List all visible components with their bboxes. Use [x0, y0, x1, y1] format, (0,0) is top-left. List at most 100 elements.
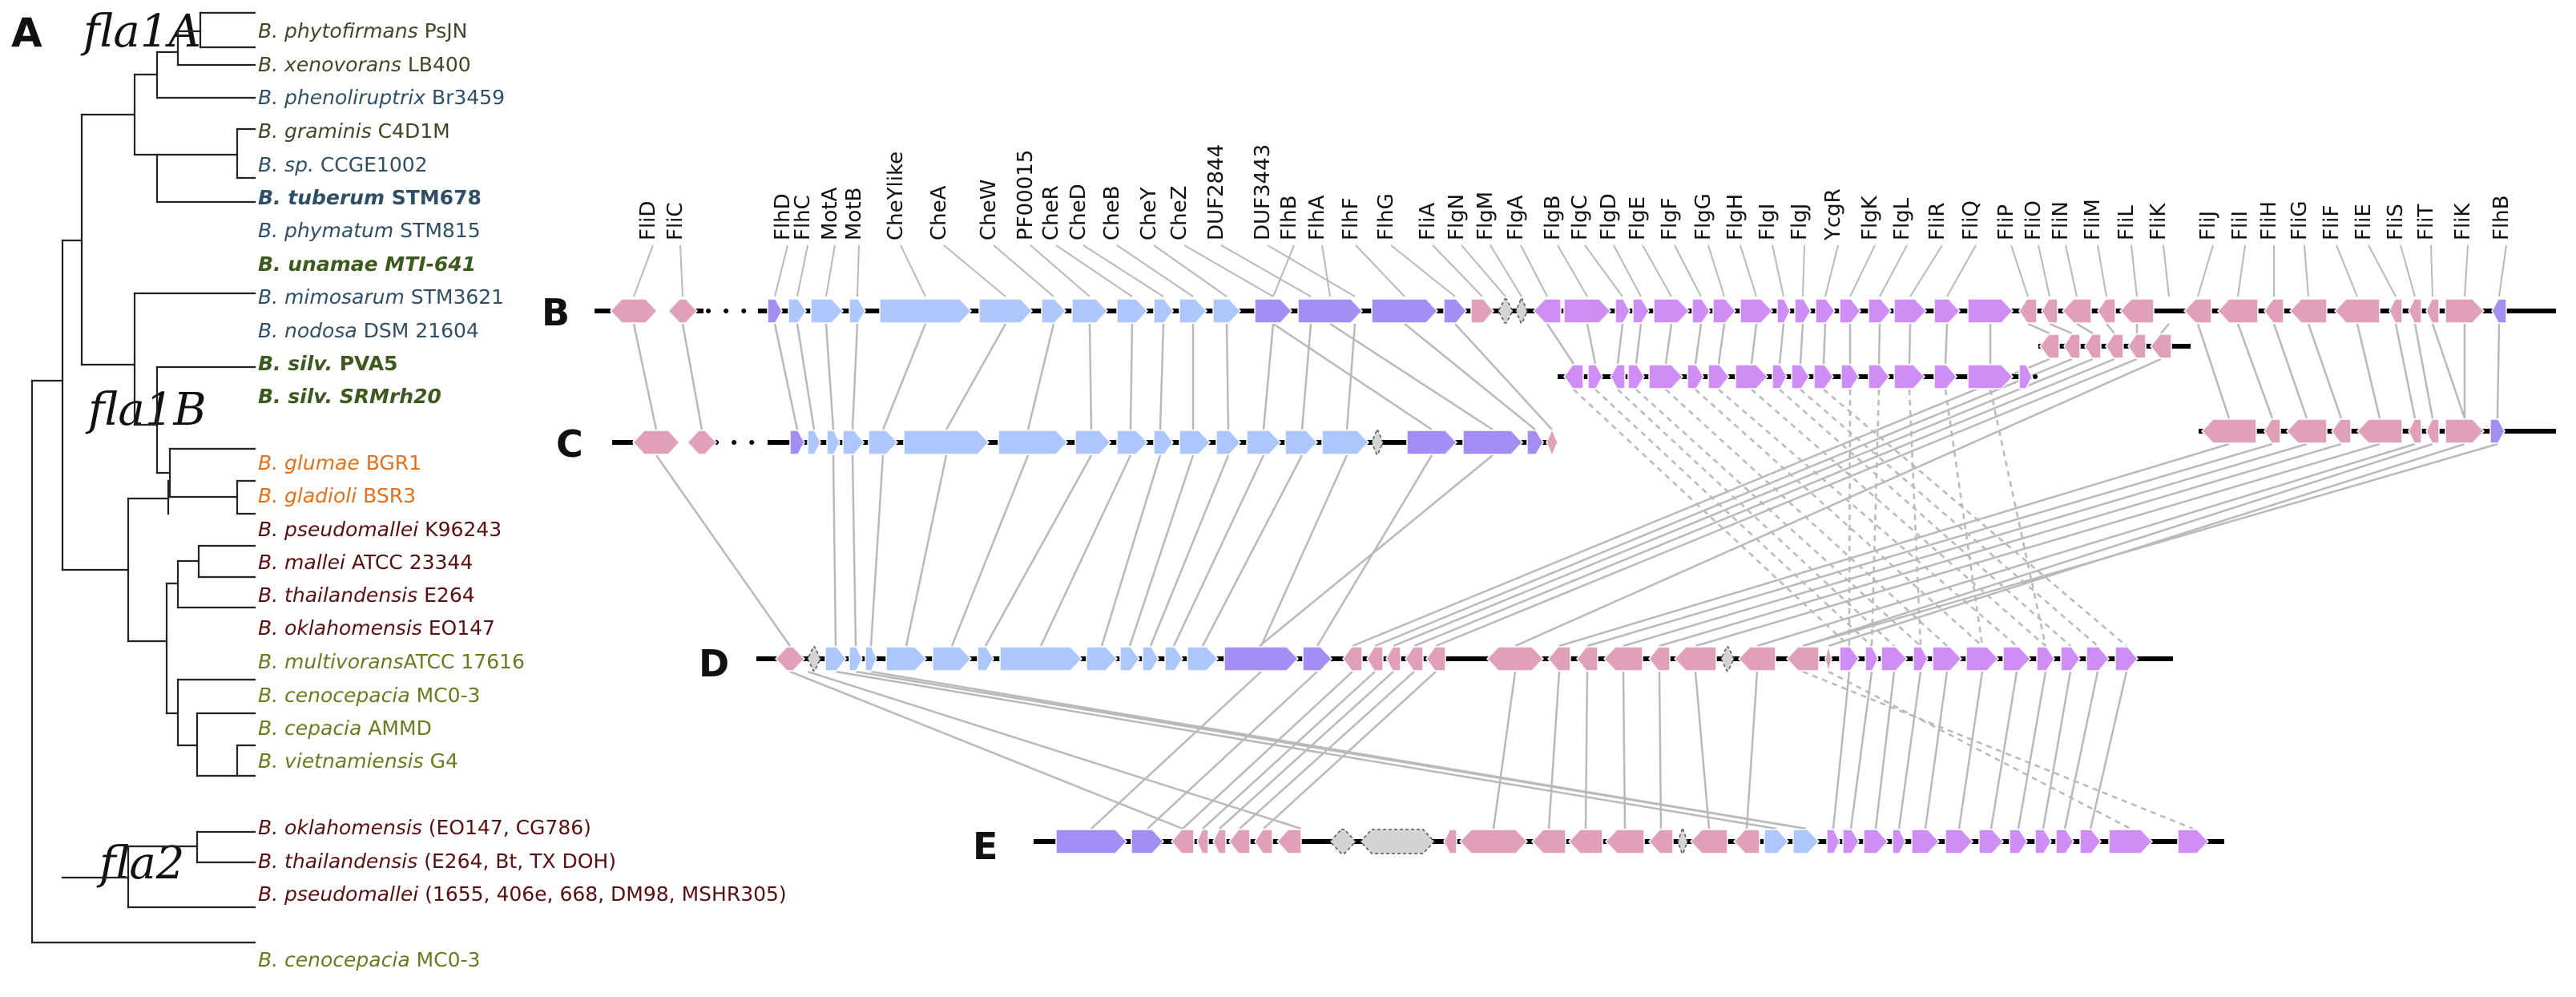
row-d-gene-arrow: [1673, 646, 1717, 672]
homology-link: [2413, 323, 2434, 419]
homology-link: [2196, 323, 2231, 419]
taxon-species: B. pseudomallei: [258, 518, 418, 541]
homology-link: [1259, 454, 1494, 647]
homology-link: [1586, 442, 2273, 648]
gene-label-leader: [1030, 244, 1090, 297]
taxon-strain: BSR3: [357, 484, 416, 507]
row-c-gene-arrow: [1406, 430, 1458, 455]
row-e-gene-arrow: [2034, 829, 2052, 854]
taxon-species: B. tuberum: [258, 186, 385, 209]
taxon-label: B. thailandensis E264: [258, 583, 475, 607]
homology-link: [1908, 323, 1912, 365]
taxon-label: B. oklahomensis (EO147, CG786): [258, 816, 591, 839]
gene-label-leader: [2010, 244, 2029, 297]
row-b3-gene-arrow: [2127, 333, 2147, 359]
group-label-fla1b: fla1B: [85, 384, 207, 436]
row-e-gene-arrow: [1055, 829, 1128, 854]
homology-link: [1584, 671, 1589, 829]
gene-label-leader: [1946, 244, 1977, 297]
row-b-gene-arrow: [810, 298, 845, 324]
taxon-species: B. mimosarum: [258, 285, 405, 309]
gene-label-ycgr: YcgR: [1821, 188, 1845, 241]
row-d-gene-arrow: [1366, 646, 1384, 672]
gene-label-mota: MotA: [818, 187, 842, 240]
gene-label-flit: FliT: [2414, 204, 2438, 240]
taxon-strain: K96243: [418, 518, 502, 541]
panel-a: A fla1A fla1B fla2: [11, 6, 787, 971]
row-e-gene-arrow: [2177, 829, 2210, 854]
gene-label-leader: [1824, 244, 1839, 297]
row-c-gene-arrow: [1284, 430, 1319, 455]
gene-label-leader: [633, 244, 654, 297]
row-b-gene-arrow: [1116, 298, 1149, 324]
homology-link: [1100, 454, 1162, 647]
panel-d-letter: D: [699, 642, 729, 685]
gene-label-leader: [1355, 244, 1405, 297]
homology-link: [1874, 671, 1896, 829]
homology-link: [1147, 671, 1318, 829]
gene-label-flgb: FlgB: [1541, 195, 1565, 240]
homology-link: [1664, 323, 1673, 365]
taxon-label: B. cenocepacia MC0-3: [258, 948, 480, 971]
homology-link: [2394, 323, 2417, 419]
gene-label-leader: [2197, 244, 2214, 297]
row-b3-gene-arrow: [2063, 333, 2081, 359]
taxon-species: B. pseudomallei: [258, 882, 418, 906]
panel-a-letter: A: [11, 10, 42, 56]
homology-link: [1316, 454, 1433, 647]
homology-link: [2431, 323, 2466, 419]
row-b-gene-arrow: [879, 298, 973, 324]
homology-link: [1239, 671, 1415, 829]
taxon-label: B. nodosa DSM 21604: [258, 319, 479, 342]
taxon-strain: MC0-3: [410, 948, 481, 971]
taxon-strain: G4: [424, 749, 458, 773]
homology-link: [807, 670, 1302, 830]
row-b2-gene-arrow: [1791, 364, 1810, 390]
row-b-gene-arrow: [2445, 298, 2485, 324]
row-c-gene-arrow: [1526, 430, 1544, 455]
row-e-gene-arrow: [1530, 829, 1566, 854]
row-b-gene-arrow: [1893, 298, 1928, 324]
panel-c-letter: C: [556, 422, 583, 466]
homology-link: [1745, 671, 1759, 829]
gene-label-flio: FliO: [2022, 200, 2046, 240]
gene-label-chew: CheW: [977, 180, 1001, 240]
row-b2-gene-arrow: [1563, 364, 1584, 390]
gene-label-ched: CheD: [1066, 184, 1090, 240]
gene-label-leader: [1153, 244, 1228, 297]
row-d-gene-arrow: [1602, 646, 1643, 672]
homology-link: [984, 454, 1093, 647]
row-e-gene-arrow: [1604, 829, 1645, 854]
row-e-gene-arrow: [2108, 829, 2154, 854]
taxon-species: B. glumae: [258, 451, 360, 474]
homology-link: [1219, 671, 1394, 829]
row-b2-gene-arrow: [1813, 364, 1834, 390]
row-e-gene-arrow: [1842, 829, 1860, 854]
row-b4-gene-arrow: [2331, 418, 2352, 444]
row-c-gene-arrow: [1321, 430, 1370, 455]
homology-link: [1492, 671, 1517, 829]
gene-label-flik: FliK: [2451, 203, 2475, 240]
row-b-gene-arrow: [1254, 298, 1293, 324]
gene-label-leader: [2400, 244, 2416, 297]
gene-label-flif: FliF: [2320, 205, 2344, 240]
row-e-gene-arrow: [1911, 829, 1941, 854]
row-b2-gene-arrow: [1587, 364, 1603, 390]
homology-link: [773, 323, 799, 430]
phylogenetic-tree: [30, 11, 256, 944]
row-b2-gene-arrow: [1648, 364, 1684, 390]
gene-label-motb: MotB: [842, 188, 866, 240]
row-b-gene-arrow: [1297, 298, 1364, 324]
taxon-label: B. multivoransATCC 17616: [258, 650, 525, 673]
gene-label-chez: CheZ: [1167, 186, 1191, 240]
gene-label-flig: FliG: [2288, 200, 2312, 240]
homology-link: [1944, 389, 1984, 647]
row-b4-gene-arrow: [2445, 418, 2485, 444]
homology-link: [2272, 323, 2308, 419]
homology-link: [2236, 323, 2274, 419]
row-d-gene-arrow: [1164, 646, 1183, 672]
gene-label-flid: FliD: [636, 201, 660, 240]
row-b-gene-arrow: [2425, 298, 2440, 324]
taxon-strain: ATCC 17616: [404, 650, 525, 673]
